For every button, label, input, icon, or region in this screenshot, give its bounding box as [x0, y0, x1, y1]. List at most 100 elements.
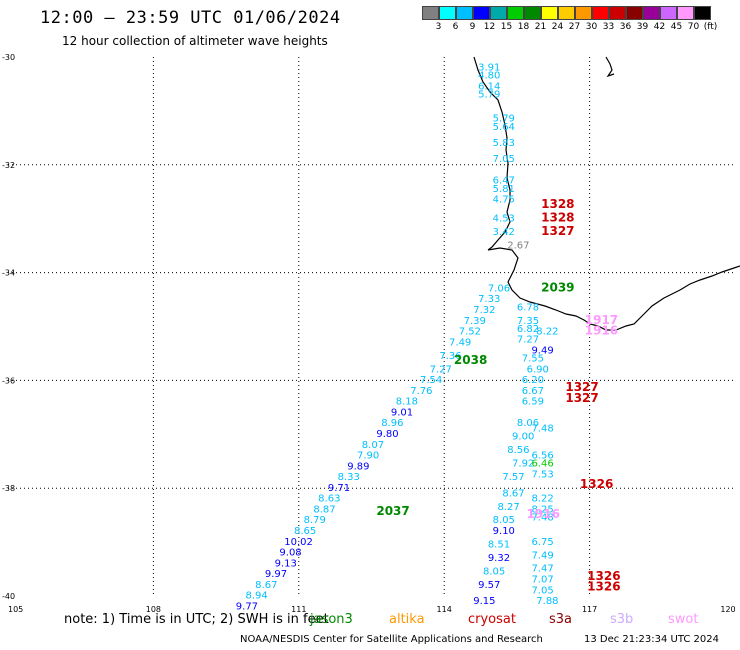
legend-label: 27 [568, 22, 581, 32]
wave-height-value: 8.22 [531, 494, 553, 505]
wave-height-value: 5.79 [493, 114, 515, 125]
wave-height-value: 7.39 [464, 316, 486, 327]
legend-swatch [490, 6, 507, 20]
wave-height-value: 6.46 [531, 459, 553, 470]
wave-height-value: 8.27 [498, 502, 520, 513]
satellite-cryosat: cryosat [468, 612, 516, 627]
wave-height-value: 8.06 [517, 418, 539, 429]
wave-height-value: 6.82 [517, 324, 539, 335]
wave-height-value: 6.56 [531, 451, 553, 462]
legend-label: 24 [551, 22, 564, 32]
wave-height-value: 9.89 [347, 461, 369, 472]
wave-height-value: 9.10 [493, 526, 515, 537]
wave-height-value: 6.14 [478, 81, 500, 92]
lat-tick-label: -36 [2, 376, 15, 385]
pass-number-label: 2039 [541, 280, 574, 294]
wave-height-value: 7.57 [502, 472, 524, 483]
legend-swatch [643, 6, 660, 20]
wave-height-value: 8.65 [294, 526, 316, 537]
lat-tick-label: -32 [2, 161, 15, 170]
wave-height-value: 7.49 [449, 337, 471, 348]
footer-note: note: 1) Time is in UTC; 2) SWH is in fe… [64, 612, 329, 627]
wave-height-value: 4.53 [493, 213, 515, 224]
satellite-s3a: s3a [549, 612, 573, 627]
wave-height-value: 7.76 [410, 386, 432, 397]
satellite-jason3: jason3 [310, 612, 353, 627]
wave-height-value: 5.83 [493, 138, 515, 149]
wave-height-value: 4.75 [493, 195, 515, 206]
legend-label: 39 [636, 22, 649, 32]
pass-number-label: 1917 [585, 313, 618, 327]
legend-swatch [456, 6, 473, 20]
wave-height-value: 6.78 [517, 302, 539, 313]
wave-height-value: 7.07 [531, 575, 553, 586]
coastline [473, 56, 740, 331]
legend-label: 70 [687, 22, 700, 32]
lon-tick-label: 105 [8, 605, 23, 614]
pass-number-label: 1326 [587, 569, 620, 583]
wave-height-value: 5.79 [478, 89, 500, 100]
wave-height-value: 3.42 [493, 227, 515, 238]
legend-label: 36 [619, 22, 632, 32]
legend-swatch [592, 6, 609, 20]
wave-height-value: 7.36 [439, 351, 461, 362]
wave-height-value: 9.32 [488, 553, 510, 564]
wave-height-value: 7.35 [517, 316, 539, 327]
wave-height-value: 8.18 [396, 397, 418, 408]
lat-tick-label: -30 [2, 53, 15, 62]
wave-height-value: 9.49 [531, 345, 553, 356]
wave-height-value: 6.20 [522, 375, 544, 386]
wave-height-value: 7.53 [531, 469, 553, 480]
wave-height-value: 8.05 [493, 515, 515, 526]
wave-height-value: 6.75 [531, 537, 553, 548]
wave-height-value: 9.01 [391, 407, 413, 418]
legend-label: 33 [602, 22, 615, 32]
pass-number-label: 2038 [454, 353, 487, 367]
pass-number-label: 1328 [541, 197, 574, 211]
legend-label: 42 [653, 22, 666, 32]
wave-height-value: 8.33 [338, 472, 360, 483]
wave-height-value: 8.22 [536, 327, 558, 338]
wave-height-value: 8.87 [313, 504, 335, 515]
legend-swatch [473, 6, 490, 20]
pass-number-label: 1328 [541, 210, 574, 224]
lat-tick-label: -40 [2, 592, 15, 601]
wave-height-value: 9.77 [236, 601, 258, 612]
wave-height-value: 9.15 [473, 596, 495, 607]
wave-height-value: 7.54 [420, 375, 442, 386]
lon-tick-label: 108 [146, 605, 161, 614]
wave-height-value: 7.52 [459, 327, 481, 338]
wave-height-value: 8.05 [483, 566, 505, 577]
wave-height-value: 9.97 [265, 569, 287, 580]
wave-height-value: 3.91 [478, 62, 500, 73]
wave-height-value: 8.79 [304, 515, 326, 526]
legend-swatch [609, 6, 626, 20]
wave-height-value: 8.96 [381, 418, 403, 429]
measurements-layer: 3.914.806.145.795.795.645.837.056.475.81… [236, 62, 621, 612]
lon-tick-label: 120 [720, 605, 735, 614]
timestamp: 13 Dec 21:23:34 UTC 2024 [584, 634, 719, 645]
lon-tick-label: 117 [582, 605, 597, 614]
legend-swatch [507, 6, 524, 20]
wave-height-value: 2.67 [507, 240, 529, 251]
legend-label: (ft) [703, 22, 718, 32]
wave-height-value: 4.80 [478, 71, 500, 82]
legend-swatch [575, 6, 592, 20]
wave-height-value: 8.25 [531, 504, 553, 515]
wave-height-value: 9.00 [512, 432, 534, 443]
legend-swatch [694, 6, 711, 20]
wave-height-value: 7.06 [488, 283, 510, 294]
wave-height-value: 9.71 [328, 483, 350, 494]
wave-height-value: 6.47 [493, 176, 515, 187]
wave-height-value: 9.13 [275, 558, 297, 569]
pass-number-label: 1916 [527, 507, 560, 521]
credit-line: NOAA/NESDIS Center for Satellite Applica… [240, 634, 543, 645]
wave-height-value: 5.64 [493, 122, 515, 133]
wave-height-value: 8.67 [255, 580, 277, 591]
legend-swatch [439, 6, 456, 20]
wave-height-value: 7.27 [517, 335, 539, 346]
wave-height-value: 7.88 [536, 596, 558, 607]
lat-lon-grid: -30 -32 -34 -36 -38 -40 105 108 111 114 117 120 [2, 53, 736, 614]
wave-height-value: 7.48 [531, 513, 553, 524]
